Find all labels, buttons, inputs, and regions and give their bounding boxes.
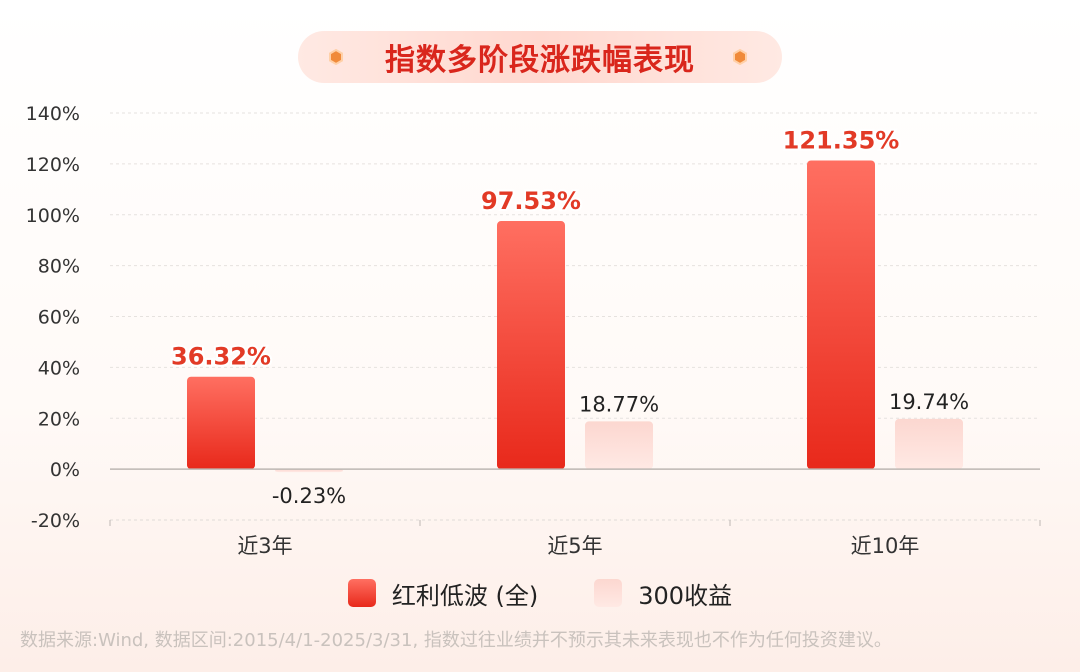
legend-label-series2: 300收益 (638, 581, 733, 610)
y-axis: 140% 120% 100% 80% 60% 40% 20% 0% -20% (26, 103, 80, 532)
legend-swatch-series2 (594, 579, 623, 607)
bars: 36.32% -0.23% 97.53% 18.77% 121.35% 19.74% (169, 124, 969, 508)
y-tick-label: 100% (26, 205, 80, 227)
x-axis: 近3年 近5年 近10年 (109, 468, 1041, 558)
hexagon-icon (733, 49, 747, 65)
y-tick-label: 80% (38, 256, 80, 278)
x-tick-label: 近10年 (851, 534, 920, 558)
y-tick-label: 60% (38, 307, 80, 329)
chart-title: 指数多阶段涨跌幅表现 (385, 43, 695, 78)
chart-title-banner: 指数多阶段涨跌幅表现 (298, 31, 782, 83)
x-tick-label: 近3年 (237, 534, 292, 558)
data-label-series1: 121.35% (783, 126, 900, 154)
y-tick-label: -20% (31, 510, 80, 532)
bar-series2 (895, 418, 963, 470)
legend-swatch-series1 (347, 579, 376, 607)
y-tick-label: 0% (50, 459, 80, 481)
data-label-series1: 36.32% (171, 343, 271, 371)
data-label-series2: 19.74% (889, 390, 969, 414)
data-label-series2: 18.77% (579, 392, 659, 416)
y-tick-label: 20% (38, 408, 80, 430)
data-label-series1: 97.53% (481, 187, 581, 215)
bar-series1 (187, 376, 255, 470)
bar-series1 (807, 160, 875, 470)
footnote: 数据来源:Wind, 数据区间:2015/4/1-2025/3/31, 指数过往… (20, 630, 892, 651)
legend-label-series1: 红利低波 (全) (391, 581, 539, 610)
bar-series2 (585, 421, 653, 470)
y-tick-label: 140% (26, 103, 80, 125)
legend: 红利低波 (全) 300收益 (0, 576, 1080, 610)
y-tick-label: 120% (26, 154, 80, 176)
legend-item-series2: 300收益 (594, 576, 732, 611)
data-label-series2: -0.23% (272, 484, 346, 508)
y-tick-label: 40% (38, 357, 80, 379)
legend-item-series1: 红利低波 (全) (347, 576, 539, 611)
bar-series1 (497, 221, 565, 470)
x-tick-label: 近5年 (547, 534, 602, 558)
hexagon-icon (329, 49, 343, 65)
